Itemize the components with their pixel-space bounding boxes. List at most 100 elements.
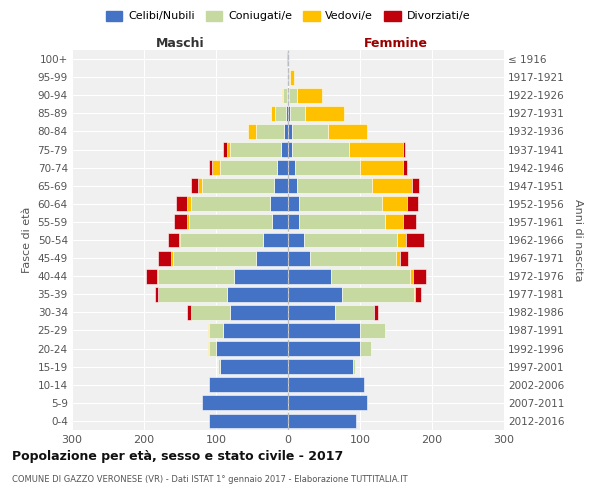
Text: Maschi: Maschi [155,37,205,50]
Bar [158,250,172,266]
Bar [403,142,406,157]
Bar [288,196,299,211]
Bar [305,106,344,121]
Bar [230,305,288,320]
Bar [191,178,198,193]
Bar [382,196,407,211]
Bar [256,250,288,266]
Bar [288,232,304,248]
Bar [374,305,378,320]
Bar [296,88,322,102]
Bar [212,160,220,175]
Bar [407,196,418,211]
Bar [187,214,190,230]
Bar [227,142,230,157]
Bar [413,269,425,283]
Bar [248,124,256,139]
Bar [209,160,212,175]
Bar [230,142,281,157]
Bar [187,196,191,211]
Bar [328,124,367,139]
Bar [274,178,288,193]
Bar [292,142,349,157]
Bar [263,232,288,248]
Bar [288,414,356,428]
Bar [289,88,296,102]
Bar [202,396,288,410]
Bar [288,52,289,66]
Bar [209,341,216,356]
Bar [296,178,372,193]
Bar [288,106,290,121]
Bar [191,196,270,211]
Bar [335,305,374,320]
Bar [288,124,292,139]
Bar [256,124,284,139]
Bar [414,287,415,302]
Bar [208,323,209,338]
Bar [288,160,295,175]
Bar [289,70,290,84]
Bar [223,323,288,338]
Bar [288,88,289,102]
Y-axis label: Fasce di età: Fasce di età [22,207,32,273]
Bar [281,142,288,157]
Bar [173,250,256,266]
Bar [287,88,288,102]
Bar [223,142,227,157]
Bar [168,232,179,248]
Bar [288,378,364,392]
Bar [288,269,331,283]
Bar [415,287,421,302]
Bar [286,106,288,121]
Bar [281,88,283,102]
Bar [299,214,385,230]
Bar [372,178,412,193]
Bar [353,359,355,374]
Bar [191,305,230,320]
Bar [299,196,382,211]
Bar [146,269,157,283]
Bar [275,106,286,121]
Bar [290,106,305,121]
Bar [288,142,292,157]
Bar [295,160,360,175]
Bar [174,214,187,230]
Bar [406,232,424,248]
Bar [360,341,371,356]
Legend: Celibi/Nubili, Coniugati/e, Vedovi/e, Divorziati/e: Celibi/Nubili, Coniugati/e, Vedovi/e, Di… [101,6,475,26]
Bar [227,287,288,302]
Bar [284,124,288,139]
Bar [220,359,288,374]
Bar [290,70,294,84]
Bar [209,414,288,428]
Bar [270,196,288,211]
Bar [288,70,289,84]
Bar [218,359,220,374]
Bar [288,287,342,302]
Bar [288,341,360,356]
Bar [342,287,414,302]
Bar [360,323,385,338]
Text: Popolazione per età, sesso e stato civile - 2017: Popolazione per età, sesso e stato civil… [12,450,343,463]
Bar [209,323,223,338]
Bar [400,250,408,266]
Bar [216,341,288,356]
Bar [288,178,296,193]
Bar [410,269,413,283]
Bar [412,178,419,193]
Bar [403,160,407,175]
Bar [208,341,209,356]
Bar [176,196,187,211]
Bar [155,287,158,302]
Bar [190,214,272,230]
Text: COMUNE DI GAZZO VERONESE (VR) - Dati ISTAT 1° gennaio 2017 - Elaborazione TUTTIT: COMUNE DI GAZZO VERONESE (VR) - Dati IST… [12,475,407,484]
Bar [158,287,227,302]
Bar [277,160,288,175]
Bar [202,178,274,193]
Bar [288,323,360,338]
Bar [385,214,403,230]
Bar [157,269,158,283]
Bar [349,142,403,157]
Bar [403,214,416,230]
